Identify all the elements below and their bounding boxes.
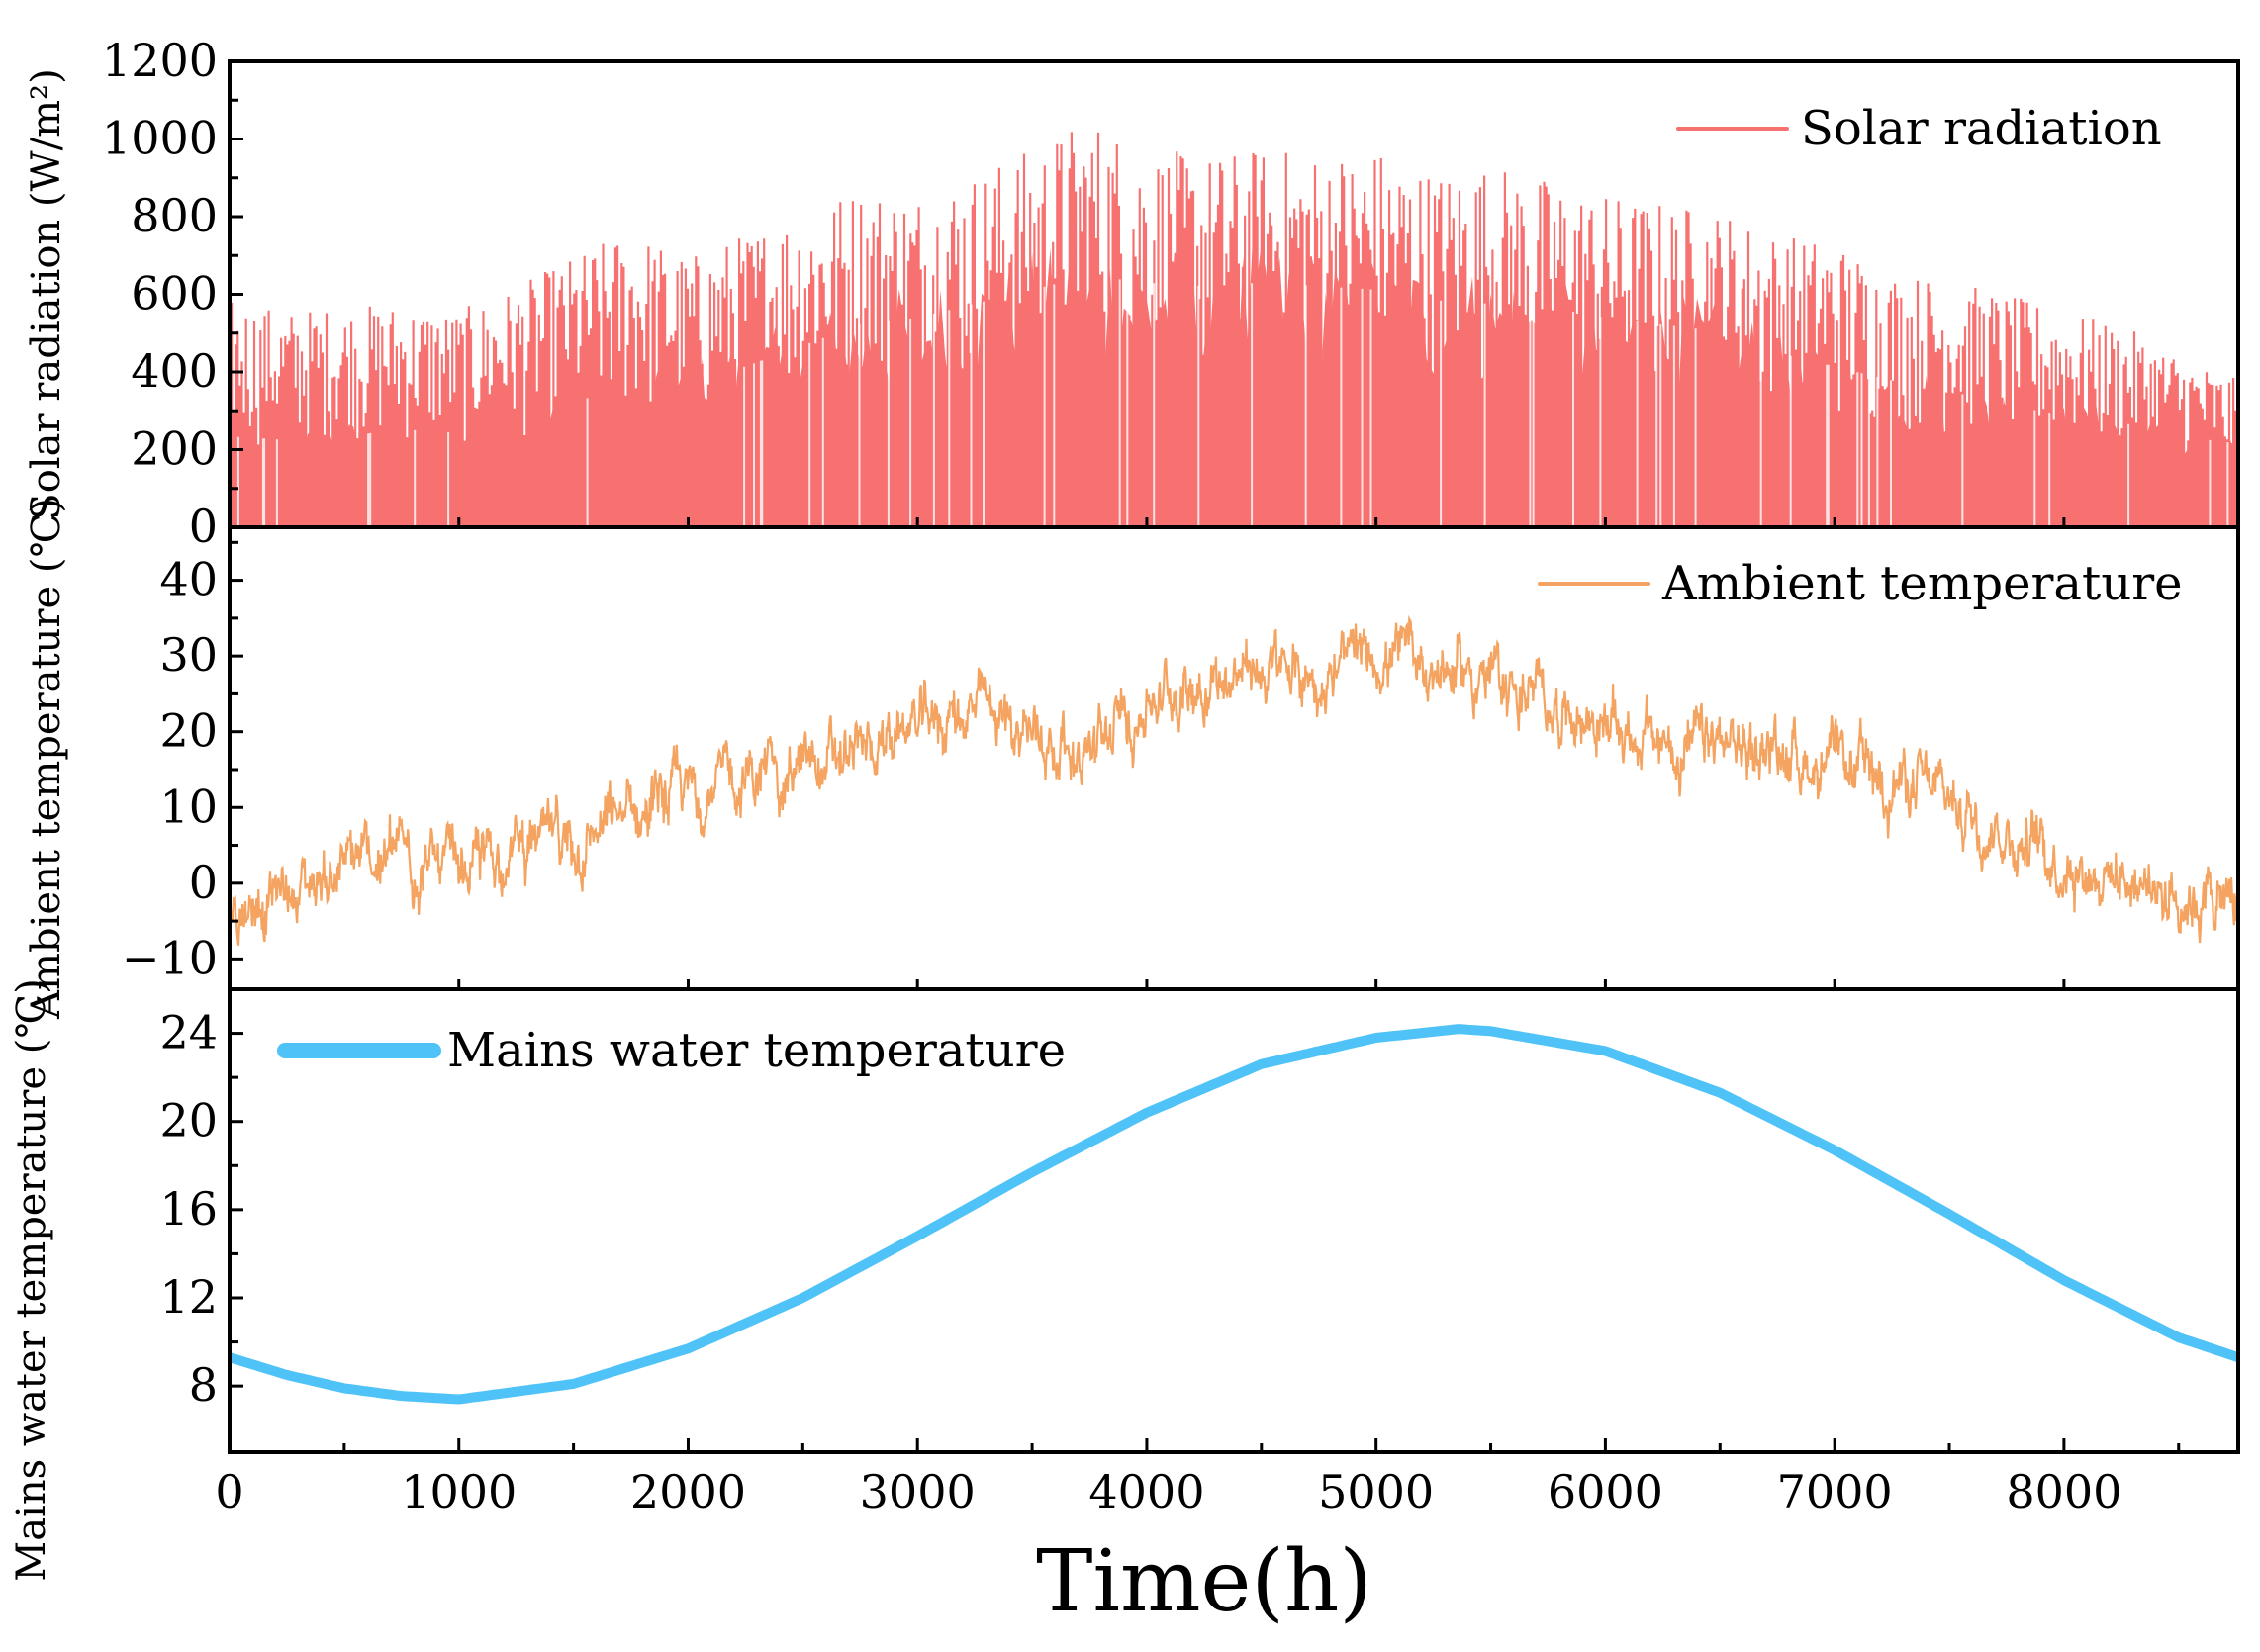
ambient-temperature-ylabel: Ambient temperature (℃) bbox=[24, 498, 69, 1020]
mains-water-ylabel: Mains water temperature (℃) bbox=[9, 978, 54, 1582]
ambient-temperature-series bbox=[228, 614, 2240, 946]
solar-radiation-y-axis: 0 200 400 600 800 1000 1200 bbox=[102, 34, 243, 553]
x-tick-label: 1000 bbox=[401, 1465, 517, 1518]
y-tick-label: 8 bbox=[189, 1358, 218, 1412]
ambient-temperature-legend: Ambient temperature bbox=[1538, 556, 2183, 611]
solar-radiation-ylabel: Solar radiation (W/m²) bbox=[24, 68, 69, 519]
x-tick-label: 8000 bbox=[2006, 1465, 2121, 1518]
y-tick-label: 40 bbox=[159, 553, 218, 606]
x-tick-label: 2000 bbox=[630, 1465, 746, 1518]
solar-radiation-panel: 0 200 400 600 800 1000 1200 Solar radiation (W… bbox=[24, 34, 2240, 553]
y-tick-label: 600 bbox=[131, 267, 218, 321]
x-tick-label: 4000 bbox=[1088, 1465, 1204, 1518]
mains-water-frame bbox=[228, 987, 2240, 1454]
ambient-temperature-y-axis: −10 0 10 20 30 40 bbox=[122, 540, 243, 984]
y-tick-label: 10 bbox=[159, 780, 218, 833]
y-tick-label: 12 bbox=[159, 1270, 218, 1324]
x-tick-label: 3000 bbox=[860, 1465, 976, 1518]
y-tick-label: 24 bbox=[159, 1006, 218, 1059]
y-tick-label: 30 bbox=[159, 628, 218, 682]
solar-radiation-series bbox=[228, 132, 2239, 528]
y-tick-label: 0 bbox=[189, 500, 218, 553]
mains-water-panel: 8 12 16 20 24 Mains water temperature (℃) Ma… bbox=[9, 978, 2240, 1582]
solar-radiation-gaps bbox=[236, 279, 2229, 527]
x-tick-label: 6000 bbox=[1548, 1465, 1663, 1518]
y-tick-label: 1000 bbox=[102, 112, 218, 165]
y-tick-label: 16 bbox=[159, 1182, 218, 1236]
mains-water-legend: Mains water temperature bbox=[277, 1023, 1066, 1078]
solar-radiation-legend: Solar radiation bbox=[1676, 101, 2162, 156]
y-tick-label: −10 bbox=[122, 931, 218, 984]
x-tick-label: 7000 bbox=[1777, 1465, 1893, 1518]
x-axis-title: Time(h) bbox=[1036, 1532, 1372, 1631]
time-x-axis: 0 1000 2000 3000 4000 5000 6000 7000 8000 bbox=[215, 517, 2181, 1518]
x-tick-label: 5000 bbox=[1318, 1465, 1434, 1518]
y-tick-label: 200 bbox=[131, 422, 218, 476]
solar-radiation-spikes bbox=[228, 132, 2239, 527]
x-tick-label: 0 bbox=[215, 1465, 243, 1518]
y-tick-label: 0 bbox=[189, 856, 218, 909]
mains-water-legend-label: Mains water temperature bbox=[447, 1023, 1066, 1078]
mains-water-series bbox=[228, 1024, 2240, 1405]
mains-water-y-axis: 8 12 16 20 24 bbox=[159, 1006, 243, 1412]
y-tick-label: 400 bbox=[131, 344, 218, 398]
y-tick-label: 800 bbox=[131, 189, 218, 242]
ambient-temperature-legend-label: Ambient temperature bbox=[1661, 556, 2183, 611]
solar-radiation-legend-label: Solar radiation bbox=[1801, 101, 2162, 156]
y-tick-label: 20 bbox=[159, 704, 218, 758]
mains-water-line bbox=[228, 1024, 2240, 1405]
ambient-temperature-panel: −10 0 10 20 30 40 Ambient temperature (℃) Amb… bbox=[24, 498, 2240, 1020]
ambient-temperature-line bbox=[228, 614, 2240, 946]
y-tick-label: 20 bbox=[159, 1094, 218, 1147]
y-tick-label: 1200 bbox=[102, 34, 218, 87]
